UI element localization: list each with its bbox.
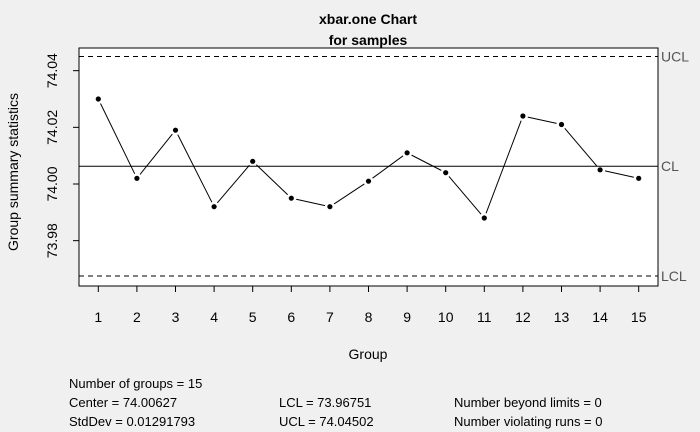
series-segment <box>177 134 213 203</box>
series-segment <box>333 183 365 205</box>
stat-center: Center = 74.00627 <box>69 395 178 410</box>
stat-violating-runs: Number violating runs = 0 <box>454 414 603 429</box>
data-point <box>481 215 487 221</box>
x-tick-label: 2 <box>133 309 141 325</box>
data-point <box>404 150 410 156</box>
series-segment <box>372 155 404 179</box>
lcl-label: LCL <box>661 268 687 284</box>
series-segment <box>485 120 522 214</box>
x-tick-label: 5 <box>249 309 257 325</box>
data-point <box>288 195 294 201</box>
stat-beyond-limits: Number beyond limits = 0 <box>454 395 602 410</box>
series-segment <box>527 116 557 124</box>
data-point <box>636 175 642 181</box>
ucl-label: UCL <box>661 48 689 64</box>
x-tick-label: 15 <box>631 309 647 325</box>
series-segment <box>448 176 482 215</box>
data-point <box>520 113 526 119</box>
data-point <box>172 127 179 133</box>
stat-ucl: UCL = 74.04502 <box>279 414 374 429</box>
x-tick-label: 8 <box>365 309 373 325</box>
y-tick-label: 74.00 <box>44 166 60 201</box>
y-tick-label: 74.04 <box>44 53 60 88</box>
chart-subtitle: for samples <box>329 32 408 48</box>
x-tick-label: 9 <box>403 309 411 325</box>
y-axis-label: Group summary statistics <box>5 93 21 251</box>
x-axis-label: Group <box>349 346 388 362</box>
data-point <box>327 204 333 210</box>
x-tick-label: 11 <box>477 309 492 325</box>
series-segment <box>139 133 173 175</box>
chart-title: xbar.one Chart <box>319 11 417 27</box>
data-point <box>134 175 140 181</box>
series-segment <box>296 198 326 207</box>
series-segment <box>411 154 442 171</box>
data-point <box>597 167 603 173</box>
series-segment <box>255 164 289 196</box>
y-tick-label: 74.02 <box>44 110 60 145</box>
stat-lcl: LCL = 73.96751 <box>279 395 372 410</box>
stat-groups: Number of groups = 15 <box>69 376 203 391</box>
x-tick-label: 1 <box>94 309 102 325</box>
data-point <box>558 121 565 128</box>
x-tick-label: 7 <box>326 309 334 325</box>
cl-label: CL <box>661 158 679 174</box>
stat-stddev: StdDev = 0.01291793 <box>69 414 196 429</box>
plot-area <box>78 47 659 287</box>
x-tick-label: 13 <box>554 309 570 325</box>
x-tick-label: 10 <box>438 309 454 325</box>
series-segment <box>216 164 250 204</box>
data-point <box>250 158 256 164</box>
x-tick-label: 6 <box>287 309 295 325</box>
series-segment <box>100 103 136 175</box>
series-segment <box>564 127 598 167</box>
x-tick-label: 12 <box>515 309 531 325</box>
data-point <box>443 170 449 176</box>
y-tick-label: 73.98 <box>44 223 60 258</box>
series-segment <box>604 170 634 178</box>
data-point <box>211 204 217 210</box>
data-point <box>365 178 372 184</box>
x-tick-label: 3 <box>172 309 180 325</box>
x-tick-label: 14 <box>592 309 608 325</box>
x-tick-label: 4 <box>210 309 218 325</box>
data-point <box>95 96 101 102</box>
